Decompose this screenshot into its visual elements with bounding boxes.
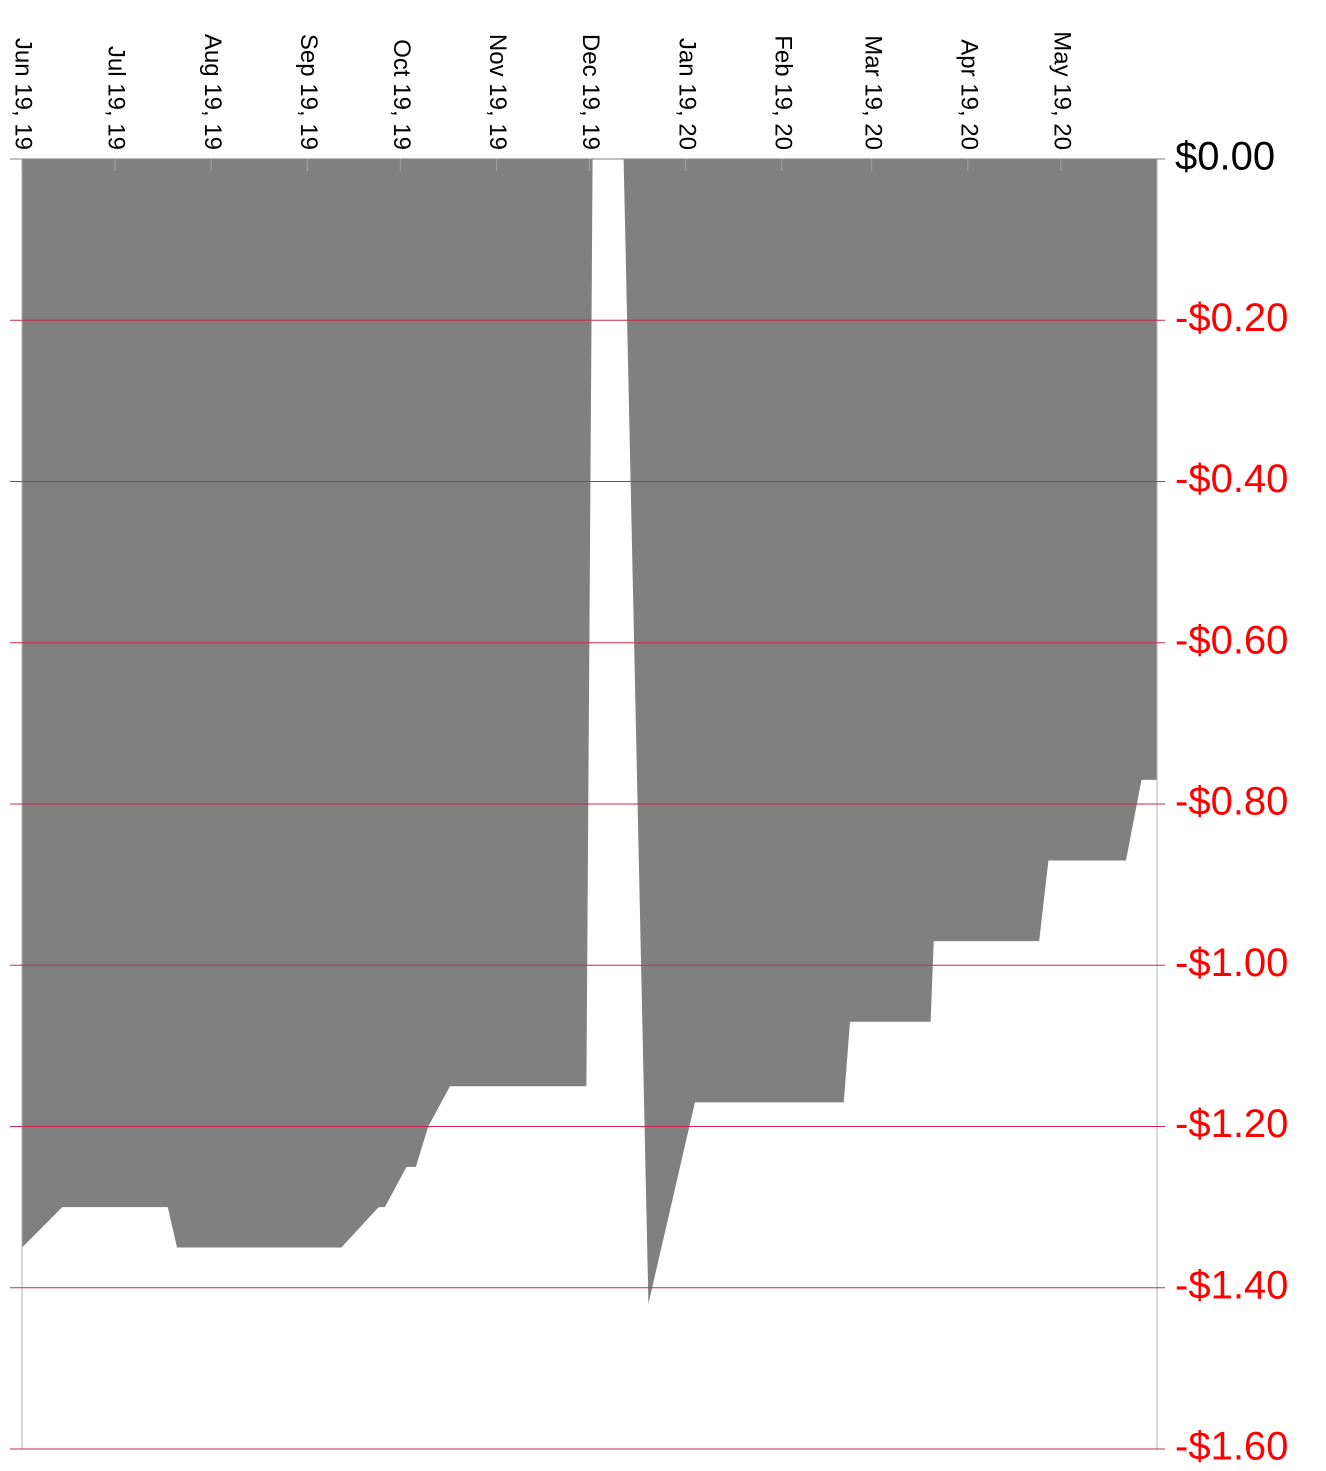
y-tick-label: -$0.80: [1175, 780, 1288, 824]
y-tick-label: -$1.40: [1175, 1263, 1288, 1307]
y-tick-label: -$1.00: [1175, 941, 1288, 985]
y-tick-label: -$1.60: [1175, 1425, 1288, 1469]
y-tick-label: -$0.20: [1175, 296, 1288, 340]
x-tick-label: Nov 19, 19: [484, 34, 511, 150]
x-tick-label: Jan 19, 20: [673, 38, 700, 150]
x-tick-label: Oct 19, 19: [388, 39, 415, 150]
y-tick-label: -$0.60: [1175, 618, 1288, 662]
x-tick-label: Dec 19, 19: [577, 34, 604, 150]
x-tick-label: Feb 19, 20: [769, 35, 796, 150]
area: [22, 159, 1157, 1304]
x-tick-label: May 19, 20: [1049, 31, 1076, 150]
y-tick-label: -$0.40: [1175, 457, 1288, 501]
y-tick-label: $0.00: [1175, 135, 1275, 179]
x-tick-label: Apr 19, 20: [955, 39, 982, 150]
x-tick-label: Aug 19, 19: [199, 34, 226, 150]
y-tick-label: -$1.20: [1175, 1102, 1288, 1146]
x-tick-label: Jun 19, 19: [10, 38, 37, 150]
x-tick-label: Jul 19, 19: [103, 46, 130, 150]
x-tick-label: Sep 19, 19: [295, 34, 322, 150]
x-tick-label: Mar 19, 20: [859, 35, 886, 150]
